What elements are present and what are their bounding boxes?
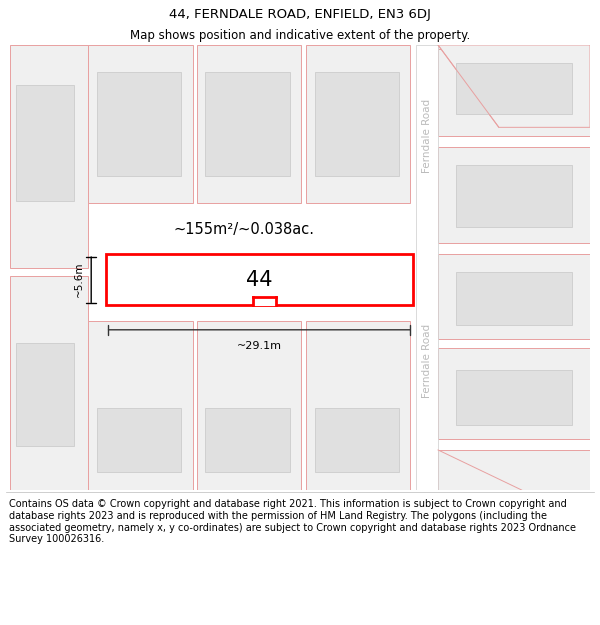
Bar: [314, 72, 398, 176]
Bar: [16, 85, 74, 201]
Bar: [306, 321, 410, 490]
Bar: [88, 45, 193, 203]
Bar: [16, 343, 74, 446]
Bar: [438, 348, 590, 439]
Text: Contains OS data © Crown copyright and database right 2021. This information is : Contains OS data © Crown copyright and d…: [9, 499, 576, 544]
Bar: [456, 370, 572, 426]
Text: ~5.6m: ~5.6m: [73, 262, 83, 298]
Bar: [438, 49, 590, 136]
Text: 44, FERNDALE ROAD, ENFIELD, EN3 6DJ: 44, FERNDALE ROAD, ENFIELD, EN3 6DJ: [169, 8, 431, 21]
Text: 44: 44: [246, 270, 272, 290]
Bar: [106, 254, 413, 306]
Text: Ferndale Road: Ferndale Road: [422, 324, 432, 398]
Text: Ferndale Road: Ferndale Road: [422, 99, 432, 173]
Bar: [97, 408, 181, 472]
Bar: [306, 45, 410, 203]
Bar: [438, 148, 590, 243]
Text: ~155m²/~0.038ac.: ~155m²/~0.038ac.: [173, 222, 314, 237]
Bar: [205, 72, 290, 176]
Bar: [438, 450, 590, 490]
Bar: [197, 321, 301, 490]
Bar: [253, 297, 277, 306]
Bar: [97, 72, 181, 176]
Bar: [456, 62, 572, 114]
Bar: [456, 272, 572, 326]
Bar: [438, 254, 590, 339]
Bar: [10, 45, 88, 268]
Text: Map shows position and indicative extent of the property.: Map shows position and indicative extent…: [130, 29, 470, 42]
Bar: [314, 408, 398, 472]
Bar: [205, 408, 290, 472]
Polygon shape: [438, 45, 590, 128]
Bar: [456, 165, 572, 228]
Polygon shape: [438, 45, 590, 129]
Bar: [197, 45, 301, 203]
Text: ~29.1m: ~29.1m: [237, 341, 282, 351]
Bar: [438, 45, 590, 129]
Bar: [10, 276, 88, 490]
Bar: [416, 45, 438, 490]
Bar: [88, 321, 193, 490]
